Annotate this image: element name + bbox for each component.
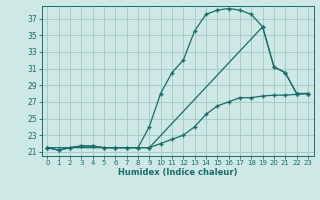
X-axis label: Humidex (Indice chaleur): Humidex (Indice chaleur) [118,168,237,177]
